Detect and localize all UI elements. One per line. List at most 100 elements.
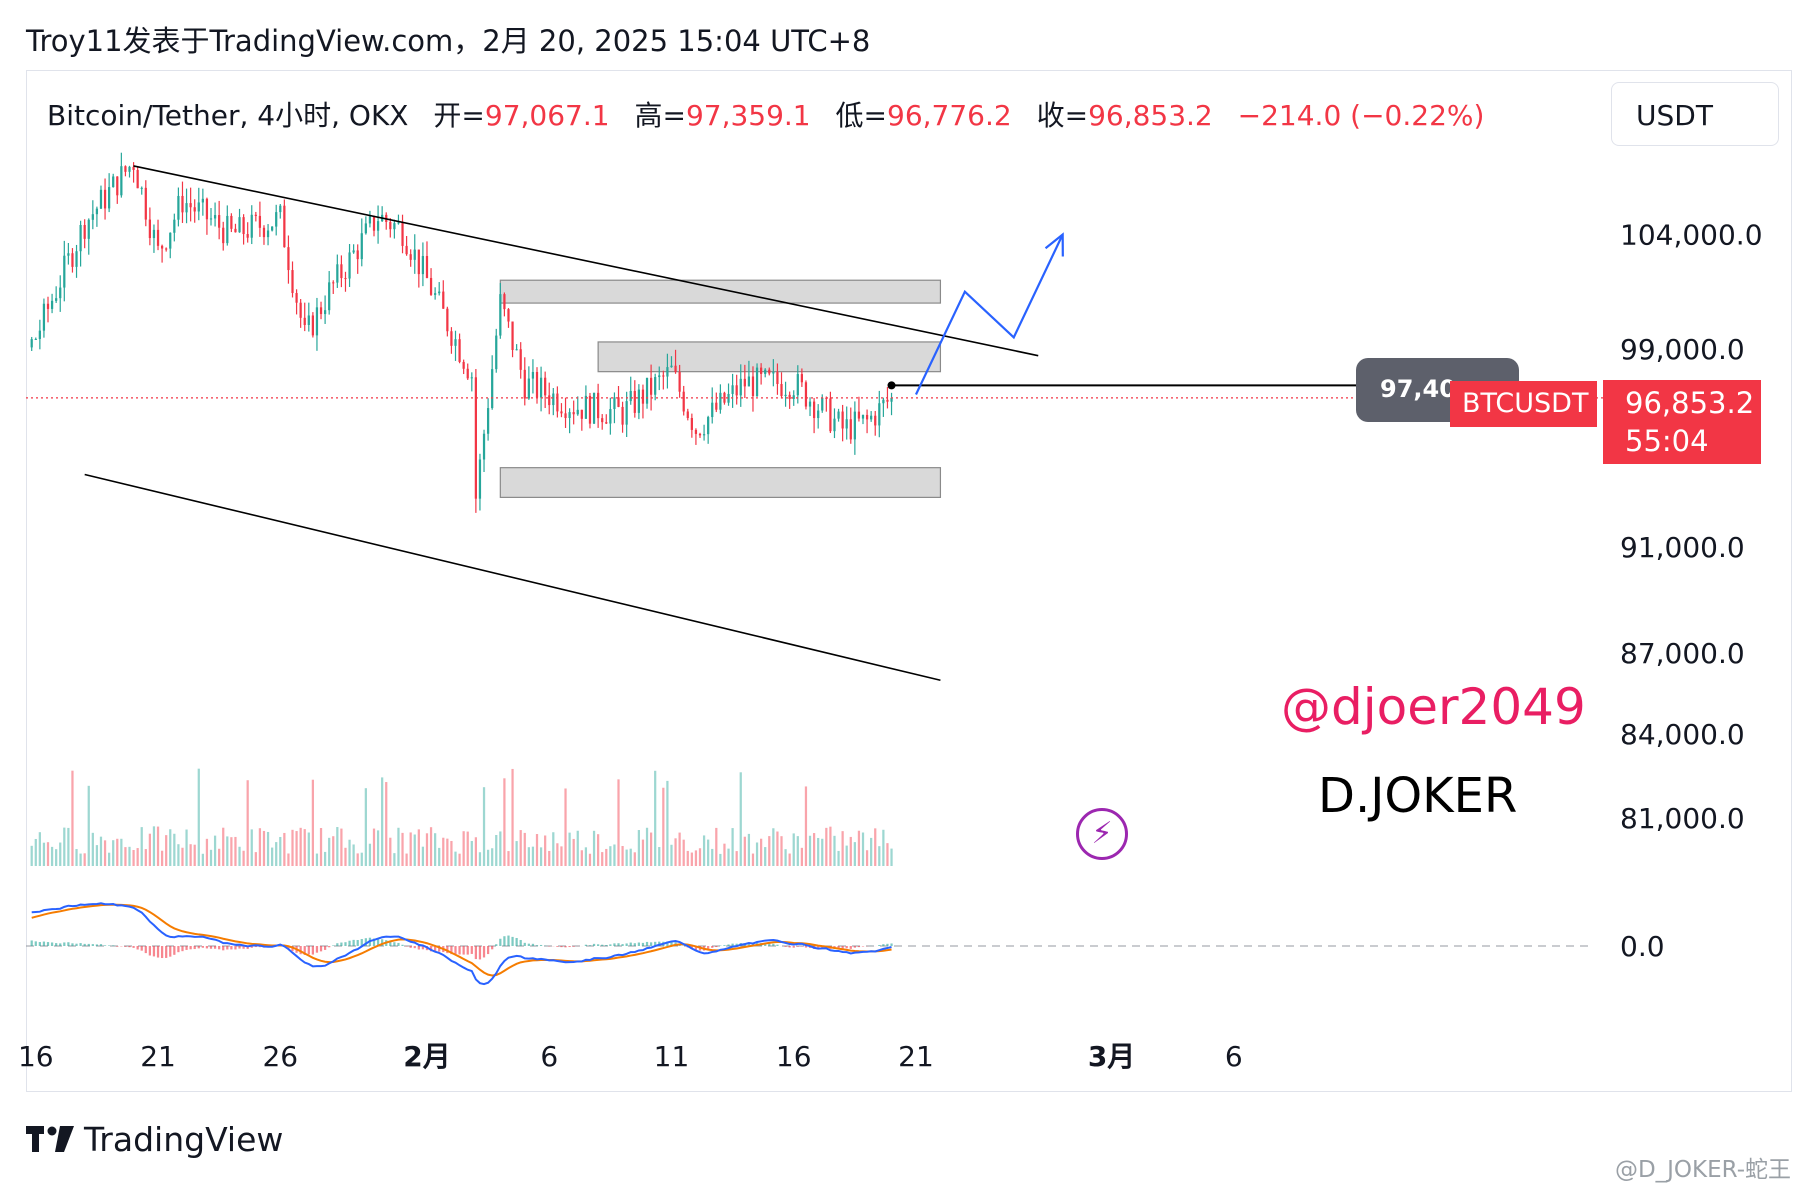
volume-bar bbox=[177, 844, 179, 866]
macd-histogram-bar bbox=[854, 946, 856, 948]
volume-bar bbox=[463, 831, 465, 866]
tradingview-logo[interactable]: TradingView bbox=[26, 1120, 283, 1159]
volume-bar bbox=[756, 842, 758, 866]
candle-body bbox=[214, 215, 216, 218]
candle-body bbox=[520, 349, 522, 370]
macd-histogram-bar bbox=[124, 946, 126, 947]
candle-body bbox=[801, 374, 803, 382]
trendline bbox=[134, 166, 1039, 356]
candle-body bbox=[47, 304, 49, 309]
macd-histogram-bar bbox=[185, 946, 187, 950]
volume-bar bbox=[752, 854, 754, 866]
volume-bar bbox=[736, 851, 738, 866]
macd-histogram-bar bbox=[177, 946, 179, 952]
volume-bar bbox=[776, 832, 778, 866]
macd-histogram-bar bbox=[776, 945, 778, 946]
macd-histogram-bar bbox=[35, 941, 37, 946]
currency-selector[interactable]: USDT bbox=[1611, 82, 1779, 146]
volume-bar bbox=[153, 826, 155, 866]
macd-histogram-bar bbox=[71, 943, 73, 946]
candle-body bbox=[418, 250, 420, 274]
candle-body bbox=[552, 394, 554, 406]
volume-bar bbox=[75, 849, 77, 866]
volume-bar bbox=[226, 836, 228, 866]
macd-histogram-bar bbox=[621, 944, 623, 946]
volume-bar bbox=[866, 850, 868, 866]
macd-histogram-bar bbox=[393, 942, 395, 946]
macd-histogram-bar bbox=[646, 942, 648, 946]
macd-signal-line bbox=[32, 905, 892, 976]
y-tick-label: 91,000.0 bbox=[1620, 531, 1745, 564]
volume-bar bbox=[532, 847, 534, 866]
low-value: 96,776.2 bbox=[887, 99, 1012, 132]
candle-body bbox=[784, 395, 786, 396]
lightning-icon[interactable]: ⚡ bbox=[1076, 808, 1128, 860]
macd-histogram-bar bbox=[59, 943, 61, 946]
volume-bar bbox=[410, 832, 412, 866]
volume-bar bbox=[589, 854, 591, 866]
candle-body bbox=[312, 315, 314, 335]
volume-bar bbox=[230, 837, 232, 866]
candle-body bbox=[120, 166, 122, 195]
volume-bar bbox=[556, 843, 558, 866]
candle-body bbox=[842, 412, 844, 429]
volume-bar bbox=[304, 829, 306, 866]
candle-body bbox=[772, 372, 774, 373]
candle-body bbox=[479, 460, 481, 499]
macd-histogram-bar bbox=[556, 946, 558, 947]
candle-body bbox=[617, 397, 619, 407]
volume-bar bbox=[116, 839, 118, 866]
macd-histogram-bar bbox=[316, 946, 318, 953]
volume-bar bbox=[870, 838, 872, 866]
candle-body bbox=[206, 199, 208, 219]
macd-histogram-bar bbox=[475, 946, 477, 959]
macd-histogram-bar bbox=[128, 946, 130, 947]
volume-bar bbox=[141, 827, 143, 866]
volume-bar bbox=[727, 849, 729, 866]
tradingview-logo-text: TradingView bbox=[84, 1120, 283, 1159]
candle-body bbox=[263, 228, 265, 237]
volume-bar bbox=[621, 846, 623, 866]
x-tick-label: 6 bbox=[1225, 1040, 1243, 1073]
macd-histogram-bar bbox=[467, 946, 469, 955]
candle-body bbox=[190, 203, 192, 207]
macd-histogram-bar bbox=[116, 946, 118, 947]
candle-body bbox=[626, 401, 628, 425]
candle-body bbox=[846, 419, 848, 428]
candle-body bbox=[809, 402, 811, 407]
candle-body bbox=[630, 391, 632, 401]
candle-body bbox=[780, 384, 782, 396]
macd-histogram-bar bbox=[312, 946, 314, 955]
symbol-label[interactable]: Bitcoin/Tether, 4小时, OKX bbox=[47, 99, 409, 132]
volume-bar bbox=[185, 830, 187, 866]
candle-body bbox=[874, 416, 876, 426]
macd-histogram-bar bbox=[642, 943, 644, 946]
candle-body bbox=[344, 278, 346, 279]
volume-bar bbox=[165, 835, 167, 866]
macd-histogram-bar bbox=[597, 944, 599, 946]
candle-body bbox=[821, 398, 823, 411]
volume-bar bbox=[320, 828, 322, 866]
y-tick-label: 104,000.0 bbox=[1620, 219, 1763, 252]
candle-body bbox=[177, 196, 179, 220]
macd-histogram-bar bbox=[613, 943, 615, 946]
volume-bar bbox=[31, 846, 33, 866]
candle-body bbox=[31, 339, 33, 347]
volume-bar bbox=[552, 832, 554, 866]
x-tick-label: 2月 bbox=[403, 1040, 450, 1073]
volume-bar bbox=[577, 831, 579, 866]
candle-body bbox=[373, 216, 375, 230]
x-tick-label: 26 bbox=[262, 1040, 298, 1073]
volume-bar bbox=[353, 844, 355, 866]
volume-bar bbox=[654, 771, 656, 866]
volume-bar bbox=[128, 847, 130, 866]
macd-histogram-bar bbox=[471, 946, 473, 954]
volume-bar bbox=[238, 847, 240, 866]
credit-text: @D_JOKER-蛇王 bbox=[1615, 1150, 1791, 1184]
close-label: 收= bbox=[1037, 99, 1088, 132]
volume-bar bbox=[511, 769, 513, 866]
volume-bar bbox=[581, 850, 583, 866]
candle-body bbox=[866, 415, 868, 419]
macd-histogram-bar bbox=[47, 942, 49, 946]
